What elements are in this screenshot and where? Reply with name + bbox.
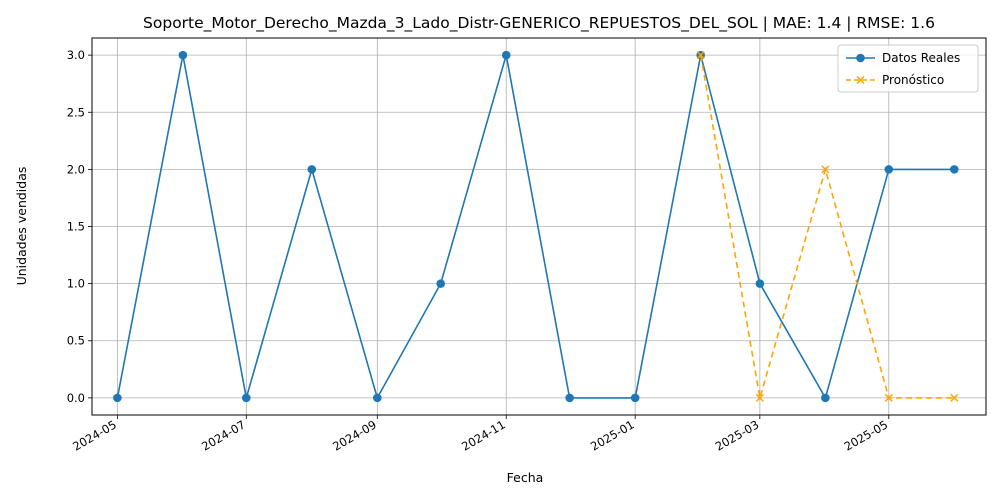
data-point: [178, 50, 188, 60]
y-tick-label: 0.0: [67, 391, 85, 405]
y-tick-label: 0.5: [67, 334, 85, 348]
data-point: [821, 393, 830, 403]
x-axis-label: Fecha: [507, 470, 544, 485]
data-point: [241, 393, 251, 403]
series-line: [116, 54, 955, 400]
data-point: [755, 279, 765, 288]
legend: Datos Reales Pronóstico: [837, 44, 979, 93]
data-point: [821, 165, 830, 174]
data-point: [565, 393, 574, 403]
data-point: [307, 165, 317, 174]
y-tick-label: 2.0: [67, 162, 85, 176]
x-tick-label: 2024-09: [330, 417, 379, 453]
y-tick-label: 1.5: [67, 220, 85, 234]
y-axis-label: Unidades vendidas: [14, 167, 29, 286]
axis-ticks: 0.0 0.5 1.0 1.5 2.0 2.5 3.0 2024-05 2024-07 2024-…: [67, 48, 891, 453]
x-tick-label: 2025-05: [842, 417, 891, 453]
x-tick-label: 2024-07: [199, 417, 248, 453]
data-point: [501, 50, 511, 60]
data-point: [630, 393, 640, 403]
x-marker-stroke: [821, 165, 830, 174]
grid-lines: [92, 38, 986, 415]
data-point: [113, 393, 122, 403]
chart-title: Soporte_Motor_Derecho_Mazda_3_Lado_Distr…: [143, 14, 935, 33]
data-point: [950, 393, 959, 402]
y-tick-label: 2.5: [67, 105, 85, 119]
data-point: [856, 75, 865, 85]
x-marker-stroke: [884, 393, 893, 402]
series-layer: [113, 50, 959, 403]
data-point: [373, 393, 382, 403]
x-tick-label: 2024-05: [70, 417, 119, 453]
data-point: [436, 279, 446, 288]
x-tick-label: 2025-03: [713, 417, 762, 453]
x-marker-stroke: [856, 75, 865, 85]
y-tick-label: 3.0: [67, 48, 85, 62]
x-marker-stroke: [950, 393, 959, 402]
y-tick-label: 1.0: [67, 277, 85, 291]
data-point: [884, 393, 893, 402]
legend-label: Pronóstico: [882, 73, 944, 87]
data-point: [884, 165, 894, 174]
x-marker-stroke: [696, 51, 705, 60]
x-marker-stroke: [755, 393, 764, 402]
x-tick-label: 2025-01: [588, 417, 637, 453]
data-point: [949, 165, 959, 174]
data-point: [696, 51, 705, 60]
data-point: [755, 393, 764, 402]
legend-swatch-marker: [856, 53, 865, 63]
legend-label: Datos Reales: [882, 51, 960, 65]
data-point: [856, 53, 865, 63]
legend-swatch-marker: [856, 75, 865, 85]
x-tick-label: 2024-11: [459, 417, 508, 453]
